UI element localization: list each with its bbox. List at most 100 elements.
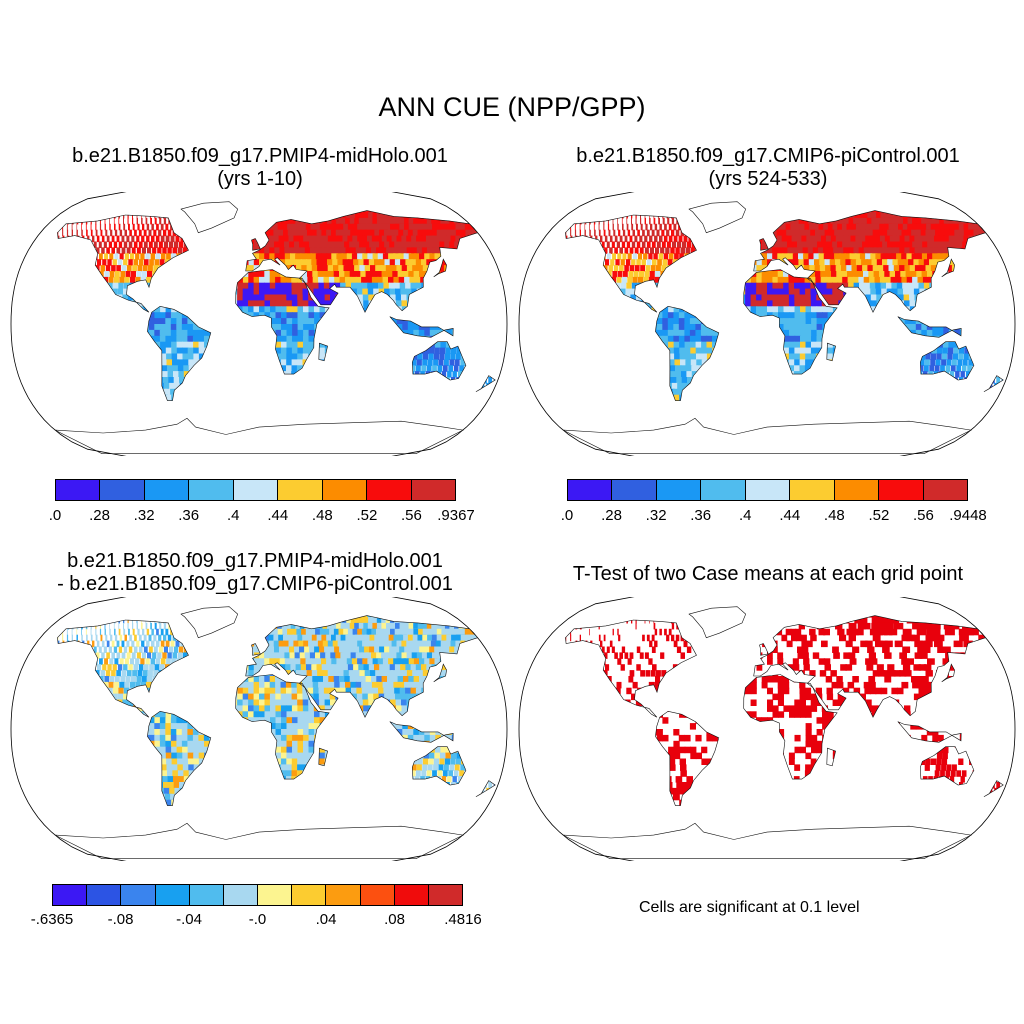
map-boundary — [518, 597, 1016, 861]
colorbar-tick-label: .52 — [868, 507, 890, 524]
colorbar-tick-label: .48 — [311, 507, 333, 524]
colorbar-swatch — [367, 480, 412, 500]
bottom-right-map — [518, 597, 1016, 861]
top-left-colorbar-ticks: .0 .28 .32 .36 .4 .44 .48 .52 .56 .9367 — [49, 507, 475, 527]
main-title: ANN CUE (NPP/GPP) — [378, 92, 646, 122]
coastline — [826, 747, 836, 767]
coastline — [389, 721, 454, 743]
top-right-title-line2: (yrs 524-533) — [708, 168, 828, 190]
coastline — [655, 710, 720, 806]
coastline — [562, 822, 972, 859]
colorbar-swatch — [292, 885, 327, 905]
coastline — [180, 201, 239, 234]
colorbar-tick-label: .9448 — [949, 507, 987, 524]
colorbar-tick-label: .44 — [779, 507, 801, 524]
colorbar-tick-label: .4816 — [444, 911, 482, 928]
colorbar-tick-label: .52 — [356, 507, 378, 524]
coastline — [180, 606, 239, 639]
colorbar-swatch — [53, 885, 88, 905]
coastline — [565, 214, 697, 313]
coastline — [688, 606, 747, 639]
top-right-colorbar-ticks: .0 .28 .32 .36 .4 .44 .48 .52 .56 .9448 — [561, 507, 987, 527]
colorbar-swatch — [121, 885, 156, 905]
coastline — [919, 746, 975, 786]
coastline — [475, 780, 496, 798]
colorbar-tick-label: .48 — [823, 507, 845, 524]
colorbar-tick-label: -.6365 — [30, 911, 74, 928]
coastline — [318, 747, 328, 767]
colorbar-tick-label: -.0 — [248, 911, 267, 928]
colorbar-tick-label: .28 — [89, 507, 110, 524]
coastline — [897, 721, 962, 743]
colorbar-tick-label: .36 — [690, 507, 712, 524]
coastline — [655, 305, 720, 401]
colorbar-swatch — [568, 480, 613, 500]
top-right-title: b.e21.B1850.f09_g17.CMIP6-piControl.001 … — [518, 145, 1018, 191]
top-left-map — [10, 192, 508, 456]
colorbar-swatch — [879, 480, 924, 500]
bottom-left-title-line1: b.e21.B1850.f09_g17.PMIP4-midHolo.001 — [67, 550, 443, 572]
coastline — [147, 305, 212, 401]
colorbar-tick-label: .32 — [133, 507, 155, 524]
colorbar-swatch — [56, 480, 101, 500]
coastline — [54, 417, 464, 454]
colorbar-tick-label: .56 — [913, 507, 934, 524]
coastline — [753, 210, 987, 313]
colorbar-swatch — [278, 480, 323, 500]
bottom-left-colorbar-ticks: -.6365 -.08 -.04 -.0 .04 .08 .4816 — [31, 911, 482, 931]
colorbar-swatch — [834, 480, 880, 500]
coastline — [411, 746, 467, 786]
bottom-left-title-line2: - b.e21.B1850.f09_g17.CMIP6-piControl.00… — [57, 573, 453, 595]
coastline — [759, 238, 769, 251]
colorbar-tick-label: .9367 — [437, 507, 475, 524]
coastline — [245, 210, 479, 313]
colorbar-swatch — [656, 480, 702, 500]
top-left-colorbar — [55, 479, 456, 501]
colorbar-tick-label: .0 — [48, 507, 62, 524]
coastline — [743, 674, 838, 780]
coastline — [897, 316, 962, 338]
colorbar-swatch — [923, 480, 967, 500]
colorbar-swatch — [189, 885, 224, 905]
top-left-title-line2: (yrs 1-10) — [217, 168, 303, 190]
coastline — [562, 417, 972, 454]
bottom-right-title-line1: T-Test of two Case means at each grid po… — [572, 563, 964, 585]
bottom-left-colorbar — [52, 884, 463, 906]
colorbar-tick-label: .0 — [560, 507, 574, 524]
colorbar-swatch — [326, 885, 361, 905]
coastline — [54, 822, 464, 859]
colorbar-tick-label: .08 — [384, 911, 405, 928]
significance-note: Cells are significant at 0.1 level — [639, 899, 860, 916]
coastline — [318, 342, 328, 362]
colorbar-tick-label: -.04 — [176, 911, 202, 928]
coastline — [565, 619, 697, 718]
colorbar-tick-label: .4 — [738, 507, 752, 524]
coastline — [759, 643, 769, 656]
coastline — [433, 258, 447, 278]
colorbar-tick-label: .56 — [401, 507, 422, 524]
coastline — [411, 341, 467, 381]
coastline — [753, 615, 987, 718]
coastline — [57, 619, 189, 718]
colorbar-swatch — [223, 885, 259, 905]
top-left-title: b.e21.B1850.f09_g17.PMIP4-midHolo.001 (y… — [10, 145, 510, 191]
colorbar-swatch — [233, 480, 279, 500]
top-right-colorbar — [567, 479, 968, 501]
colorbar-tick-label: .28 — [601, 507, 622, 524]
coastline — [235, 674, 330, 780]
coastline — [235, 269, 330, 375]
top-left-title-line1: b.e21.B1850.f09_g17.PMIP4-midHolo.001 — [72, 145, 448, 167]
colorbar-swatch — [258, 885, 293, 905]
colorbar-swatch — [394, 885, 429, 905]
coastline — [389, 316, 454, 338]
colorbar-swatch — [411, 480, 455, 500]
top-right-map — [518, 192, 1016, 456]
coastline — [743, 269, 838, 375]
colorbar-swatch — [100, 480, 145, 500]
colorbar-swatch — [612, 480, 657, 500]
colorbar-swatch — [790, 480, 835, 500]
colorbar-swatch — [701, 480, 746, 500]
coastline — [245, 615, 479, 718]
colorbar-tick-label: .44 — [267, 507, 289, 524]
colorbar-tick-label: .36 — [178, 507, 200, 524]
